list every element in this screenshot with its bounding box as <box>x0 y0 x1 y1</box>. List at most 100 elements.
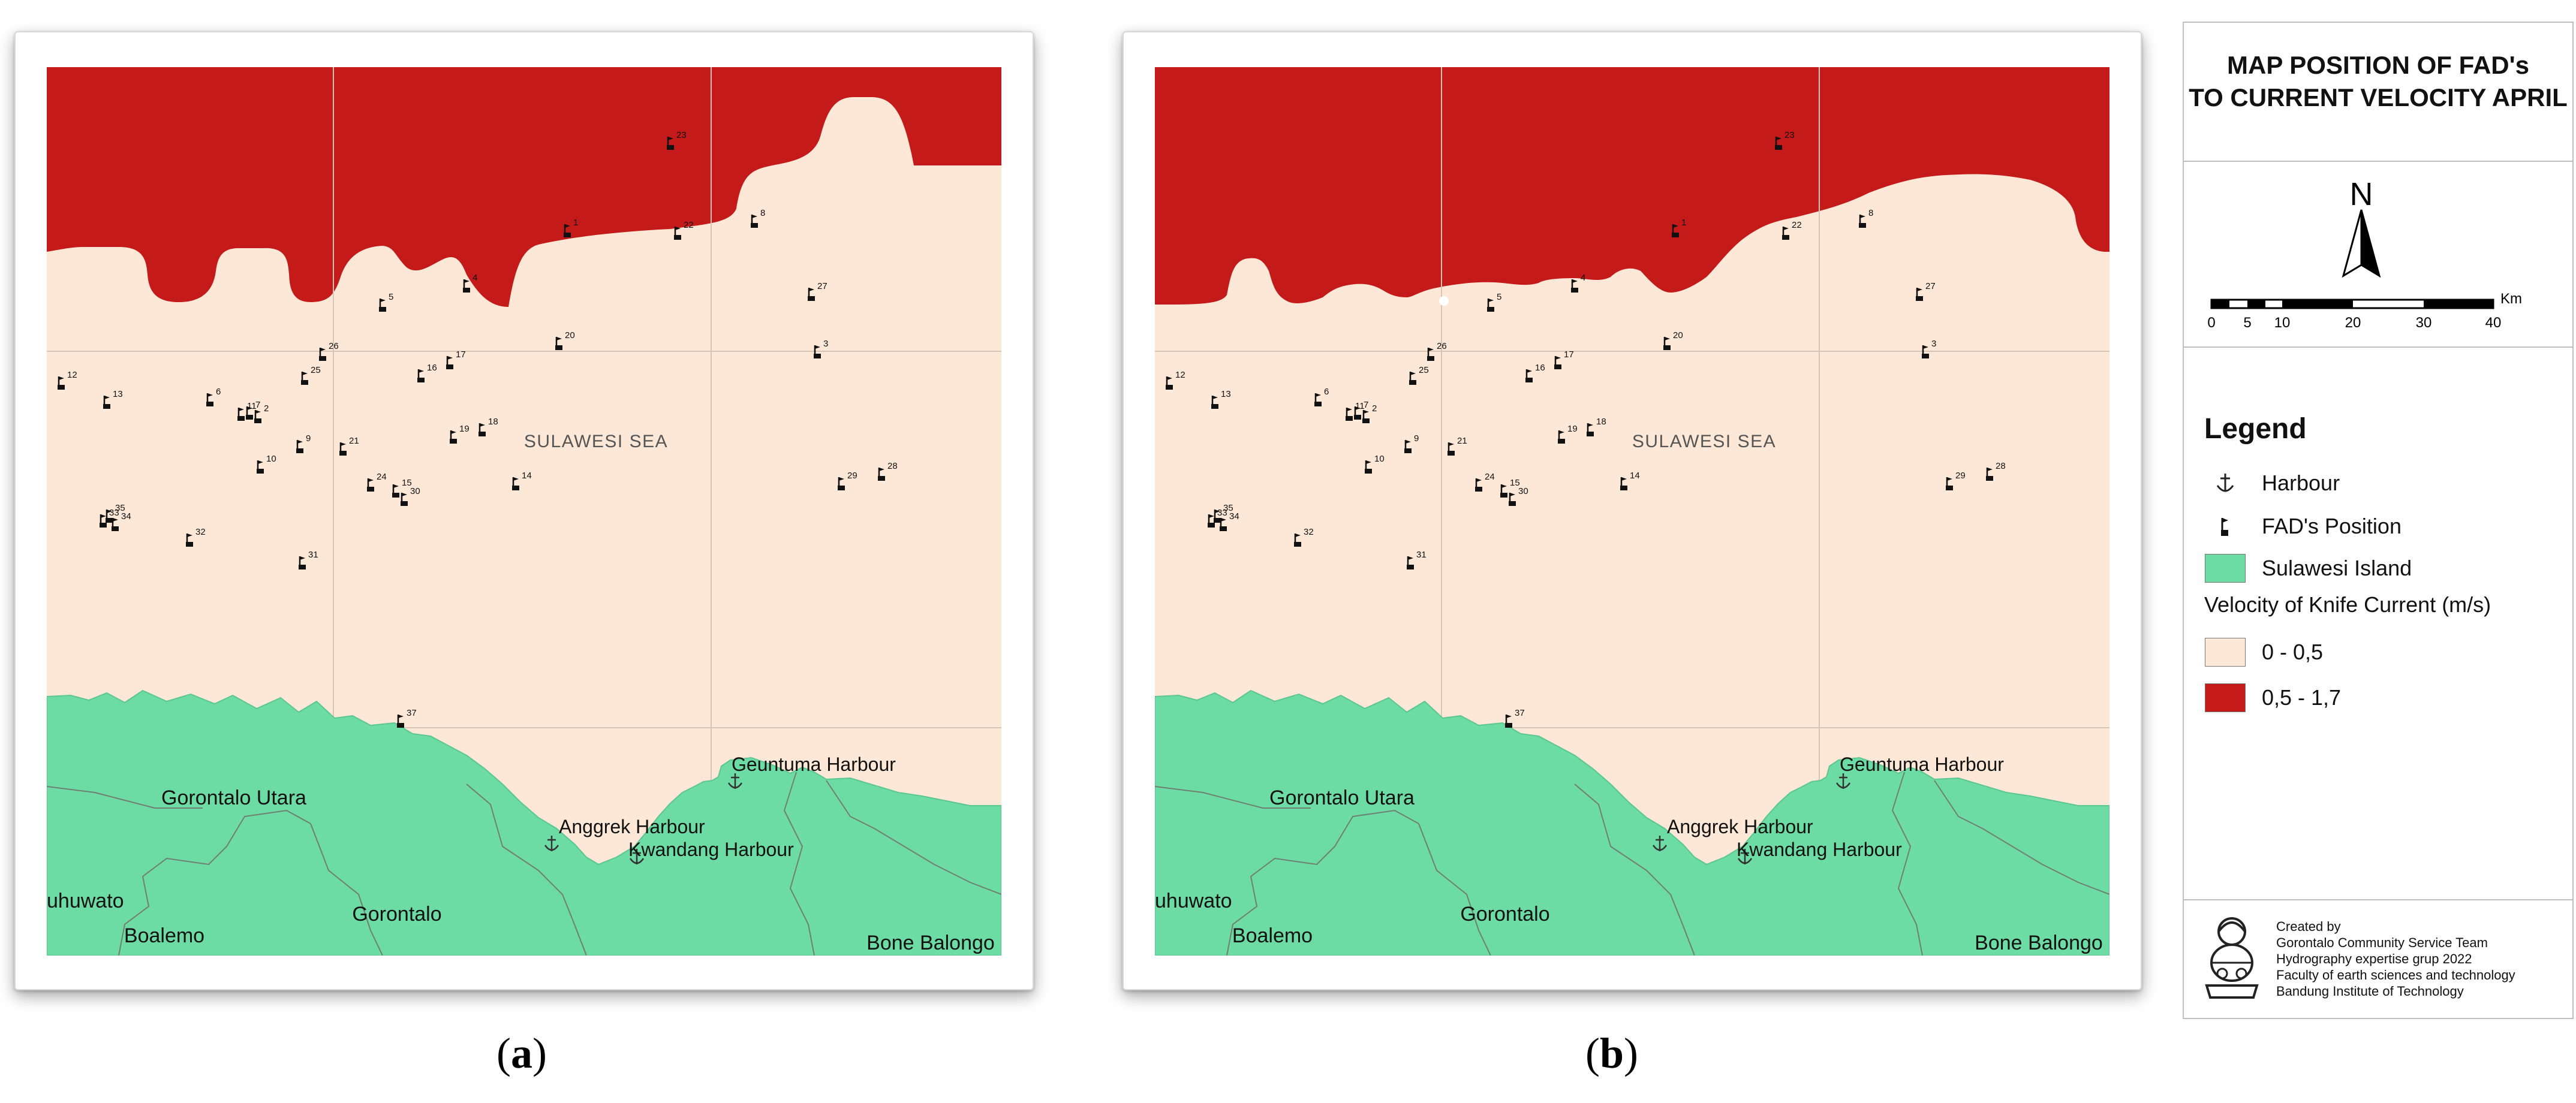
fad-marker: 32 <box>1294 527 1314 547</box>
anchor-icon <box>1737 849 1753 864</box>
fad-marker: 15 <box>1500 478 1520 498</box>
fad-marker: 31 <box>299 550 318 569</box>
legend-panel: MAP POSITION OF FAD's TO CURRENT VELOCIT… <box>2183 22 2574 1019</box>
harbour-markers <box>544 773 743 864</box>
caption-b: (b) <box>1585 1029 1638 1077</box>
fad-label: 8 <box>760 208 765 218</box>
label-sea: SULAWESI SEA <box>524 432 668 451</box>
place-labels: SULAWESI SEA Gorontalo Utara Gorontalo Boal… <box>1155 432 2103 954</box>
fad-marker: 21 <box>339 436 359 456</box>
fad-label: 5 <box>1497 292 1501 302</box>
scale-tick-label: 10 <box>2274 315 2291 331</box>
north-letter: N <box>2350 176 2373 212</box>
fad-label: 35 <box>115 503 125 513</box>
fad-label: 2 <box>264 403 269 414</box>
fad-marker: 13 <box>1211 389 1231 409</box>
anchor-icon <box>544 836 559 851</box>
fad-marker: 33 <box>1208 508 1227 528</box>
fad-marker: 35 <box>106 503 125 523</box>
fad-marker: 20 <box>1663 330 1683 350</box>
fad-label: 13 <box>113 389 123 399</box>
fad-marker: 1 <box>1672 218 1686 237</box>
fad-marker: 29 <box>838 471 857 490</box>
fad-label: 3 <box>823 339 828 349</box>
fad-marker: 12 <box>1166 370 1185 390</box>
high-velocity-area <box>47 67 1001 307</box>
fad-label: 23 <box>1784 130 1795 140</box>
legend-island: Sulawesi Island <box>2204 550 2412 586</box>
fad-marker: 18 <box>479 417 498 436</box>
fad-label: 30 <box>1518 486 1528 496</box>
fad-label: 11 <box>1355 401 1365 411</box>
credits: Created by Gorontalo Community Service T… <box>2184 900 2572 1018</box>
fad-marker: 22 <box>1782 220 1802 240</box>
fad-marker: 25 <box>301 365 321 385</box>
fad-label: 8 <box>1868 208 1873 218</box>
fad-label: 29 <box>847 471 857 481</box>
legend-low-velocity: 0 - 0,5 <box>2204 634 2323 670</box>
fad-label: 1 <box>573 218 578 228</box>
fad-marker: 4 <box>1571 273 1585 293</box>
fad-marker: 24 <box>1475 472 1495 492</box>
fad-label: 31 <box>1416 550 1427 560</box>
label-anggrek: Anggrek Harbour <box>1667 816 1813 837</box>
label-anggrek: Anggrek Harbour <box>559 816 705 837</box>
regency-boundaries <box>47 772 1001 956</box>
fad-label: 17 <box>456 349 466 360</box>
fad-label: 9 <box>306 433 311 444</box>
fad-label: 10 <box>266 454 276 464</box>
fad-marker: 24 <box>367 472 387 492</box>
institution-seal-icon <box>2205 917 2259 999</box>
fad-marker: 31 <box>1407 550 1427 569</box>
fad-label: 5 <box>389 292 393 302</box>
fad-label: 15 <box>402 478 412 488</box>
fad-label: 33 <box>109 508 119 518</box>
fad-flag-icon <box>2221 518 2228 536</box>
fad-label: 21 <box>349 436 359 446</box>
fad-label: 37 <box>1515 708 1525 718</box>
fad-marker: 3 <box>1922 339 1936 358</box>
fad-marker: 11 <box>237 401 257 421</box>
label-kwandang: Kwandang Harbour <box>1737 839 1902 860</box>
map-panel-b: 1 2 3 4 5 6 7 8 9 10 11 12 13 14 15 16 17 18 19 20 21 22 23 24 2… <box>1123 31 2142 990</box>
fad-marker: 7 <box>1354 400 1368 420</box>
label-sea: SULAWESI SEA <box>1632 432 1776 451</box>
fad-label: 23 <box>676 130 687 140</box>
scale-tick-label: 0 <box>2207 315 2215 331</box>
anchor-icon <box>629 849 645 864</box>
fad-marker: 14 <box>512 471 532 490</box>
fad-markers: 1234567891011121314151617181920212223242… <box>58 130 898 728</box>
scale-bar <box>2210 299 2494 309</box>
fad-label: 4 <box>1581 273 1585 283</box>
fad-marker: 32 <box>186 527 206 547</box>
fad-label: 25 <box>311 365 321 375</box>
fad-label: 4 <box>473 273 477 283</box>
fad-label: 11 <box>247 401 257 411</box>
fad-label: 31 <box>308 550 318 560</box>
fad-label: 13 <box>1221 389 1231 399</box>
fad-marker: 10 <box>1365 454 1385 474</box>
legend: Legend Harbour FAD's Position Sulawesi I… <box>2184 348 2572 900</box>
fad-marker: 34 <box>112 511 131 531</box>
map-canvas: 1234567891011121314151617181920212223242… <box>47 67 1001 956</box>
fad-label: 22 <box>1792 220 1802 230</box>
fad-label: 28 <box>1996 461 2006 471</box>
fad-label: 27 <box>1925 281 1936 291</box>
fad-marker: 21 <box>1448 436 1467 456</box>
fad-label: 20 <box>1673 330 1683 340</box>
fad-marker: 26 <box>1427 341 1447 361</box>
fad-marker: 28 <box>878 461 898 481</box>
label-boalemo: Boalemo <box>124 924 204 947</box>
label-boalemo: Boalemo <box>1232 924 1313 947</box>
fad-marker: 37 <box>397 708 417 728</box>
fad-marker: 5 <box>379 292 393 312</box>
fad-marker: 9 <box>296 433 311 453</box>
fad-marker: 2 <box>254 403 269 423</box>
velocity-title: Velocity of Knife Current (m/s) <box>2204 592 2491 617</box>
fad-marker: 11 <box>1346 401 1365 421</box>
scale-tick-label: 30 <box>2416 315 2432 331</box>
fad-label: 34 <box>1229 511 1239 522</box>
fad-marker: 13 <box>103 389 123 409</box>
fad-marker: 27 <box>1916 281 1936 301</box>
fad-marker: 26 <box>319 341 339 361</box>
